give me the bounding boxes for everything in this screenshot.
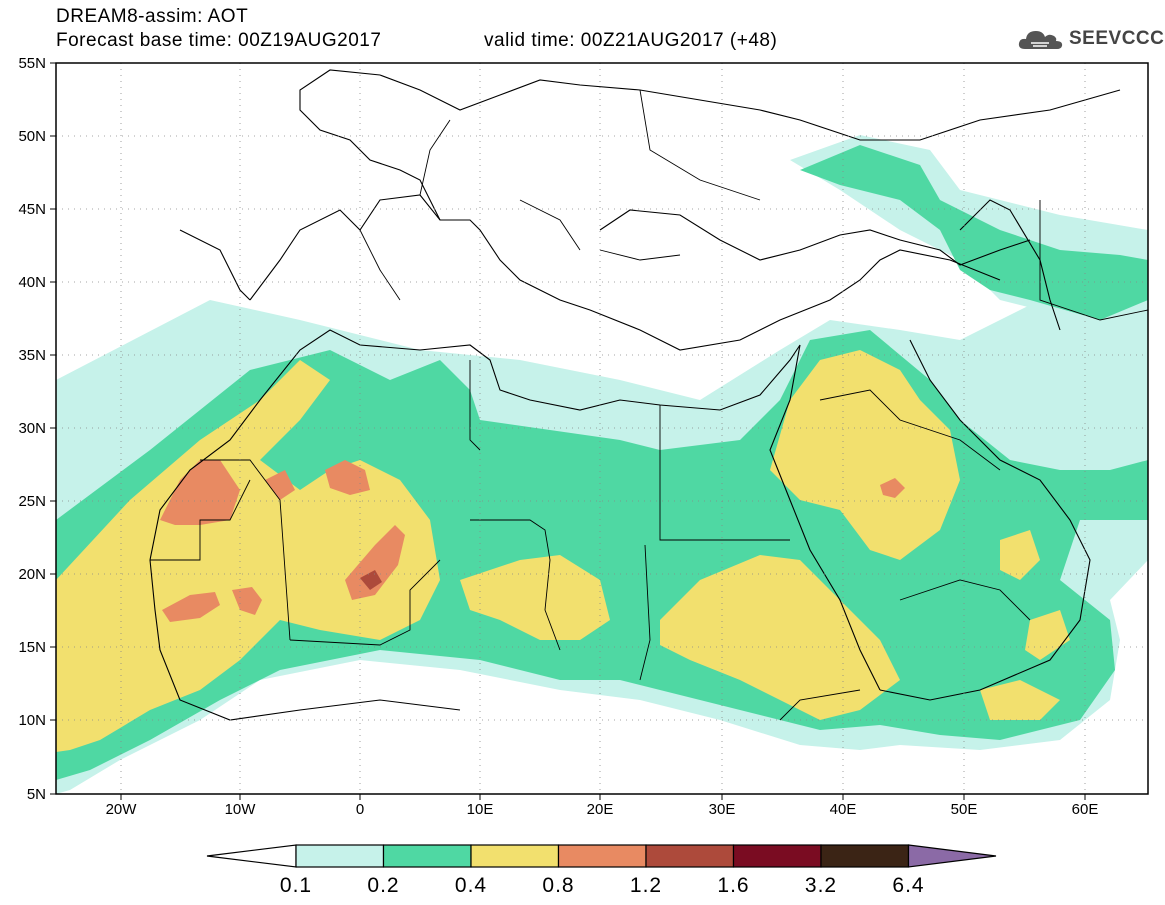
lat-label: 20N bbox=[18, 566, 46, 583]
logo-text: SEEVCCC bbox=[1069, 28, 1165, 49]
lon-axis bbox=[120, 794, 1086, 800]
colorbar-swatch bbox=[295, 844, 385, 868]
lat-label: 10N bbox=[18, 712, 46, 729]
cloud-icon bbox=[1018, 31, 1063, 49]
lat-label: 30N bbox=[18, 420, 46, 437]
colorbar-label: 1.6 bbox=[717, 874, 749, 897]
seevccc-logo: SEEVCCC bbox=[1017, 27, 1164, 53]
colorbar-low-arrow bbox=[206, 844, 297, 868]
colorbar-label: 0.8 bbox=[542, 874, 574, 897]
lon-label: 10E bbox=[467, 801, 494, 818]
lon-label: 40E bbox=[830, 801, 857, 818]
colorbar-label: 6.4 bbox=[892, 874, 924, 897]
lat-label: 40N bbox=[18, 274, 46, 291]
colorbar-swatch bbox=[645, 844, 735, 868]
lat-label: 35N bbox=[18, 347, 46, 364]
lat-label: 45N bbox=[18, 201, 46, 218]
colorbar-label: 1.2 bbox=[630, 874, 662, 897]
colorbar-labels: 0.1 0.2 0.4 0.8 1.2 1.6 3.2 6.4 bbox=[280, 874, 924, 897]
aot-level-very-high bbox=[160, 460, 905, 622]
colorbar-label: 3.2 bbox=[805, 874, 837, 897]
lat-label: 5N bbox=[27, 786, 46, 803]
lon-label: 50E bbox=[951, 801, 978, 818]
lon-label: 30E bbox=[709, 801, 736, 818]
lat-labels: 55N 50N 45N 40N 35N 30N 25N 20N 15N 10N … bbox=[18, 55, 46, 803]
coastlines bbox=[149, 69, 1121, 721]
lat-label: 15N bbox=[18, 639, 46, 656]
colorbar-swatch bbox=[382, 844, 472, 868]
lon-label: 60E bbox=[1072, 801, 1099, 818]
lon-label: 0 bbox=[356, 801, 364, 818]
colorbar-swatch bbox=[820, 844, 910, 868]
lat-axis bbox=[50, 62, 56, 795]
colorbar-label: 0.4 bbox=[455, 874, 487, 897]
map-grid bbox=[56, 63, 1148, 794]
valid-time: valid time: 00Z21AUG2017 (+48) bbox=[484, 30, 778, 51]
forecast-base-time: Forecast base time: 00Z19AUG2017 bbox=[56, 30, 382, 51]
colorbar-high-arrow bbox=[907, 844, 997, 868]
map-title: DREAM8-assim: AOT bbox=[56, 6, 249, 27]
aot-level-extreme bbox=[360, 570, 382, 590]
aot-level-high bbox=[56, 350, 1070, 752]
lat-label: 55N bbox=[18, 55, 46, 72]
colorbar-label: 0.2 bbox=[367, 874, 399, 897]
lon-label: 10W bbox=[225, 801, 257, 818]
colorbar bbox=[206, 844, 997, 868]
lat-label: 25N bbox=[18, 493, 46, 510]
lon-labels: 20W 10W 0 10E 20E 30E 40E 50E 60E bbox=[106, 801, 1099, 818]
lat-label: 50N bbox=[18, 128, 46, 145]
colorbar-swatch bbox=[470, 844, 560, 868]
country-borders bbox=[150, 89, 1148, 721]
colorbar-swatch bbox=[557, 844, 647, 868]
lon-label: 20W bbox=[106, 801, 138, 818]
colorbar-swatch bbox=[732, 844, 822, 868]
lon-label: 20E bbox=[587, 801, 614, 818]
colorbar-label: 0.1 bbox=[280, 874, 312, 897]
